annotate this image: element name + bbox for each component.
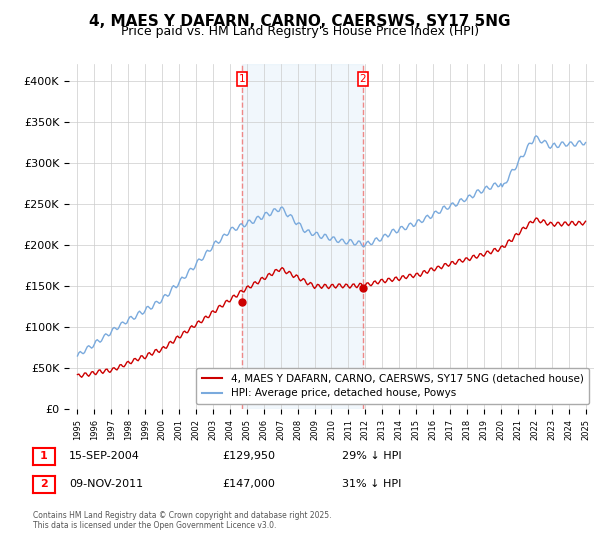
Text: Contains HM Land Registry data © Crown copyright and database right 2025.
This d: Contains HM Land Registry data © Crown c… xyxy=(33,511,331,530)
Text: 2: 2 xyxy=(40,479,47,489)
Text: £129,950: £129,950 xyxy=(222,451,275,461)
Text: £147,000: £147,000 xyxy=(222,479,275,489)
Text: 31% ↓ HPI: 31% ↓ HPI xyxy=(342,479,401,489)
Text: 15-SEP-2004: 15-SEP-2004 xyxy=(69,451,140,461)
Text: 1: 1 xyxy=(40,451,47,461)
Text: 2: 2 xyxy=(359,74,366,84)
Text: 29% ↓ HPI: 29% ↓ HPI xyxy=(342,451,401,461)
Text: 09-NOV-2011: 09-NOV-2011 xyxy=(69,479,143,489)
Legend: 4, MAES Y DAFARN, CARNO, CAERSWS, SY17 5NG (detached house), HPI: Average price,: 4, MAES Y DAFARN, CARNO, CAERSWS, SY17 5… xyxy=(196,368,589,404)
Text: 4, MAES Y DAFARN, CARNO, CAERSWS, SY17 5NG: 4, MAES Y DAFARN, CARNO, CAERSWS, SY17 5… xyxy=(89,14,511,29)
Bar xyxy=(242,64,363,409)
Text: 1: 1 xyxy=(239,74,245,84)
Text: Price paid vs. HM Land Registry's House Price Index (HPI): Price paid vs. HM Land Registry's House … xyxy=(121,25,479,38)
